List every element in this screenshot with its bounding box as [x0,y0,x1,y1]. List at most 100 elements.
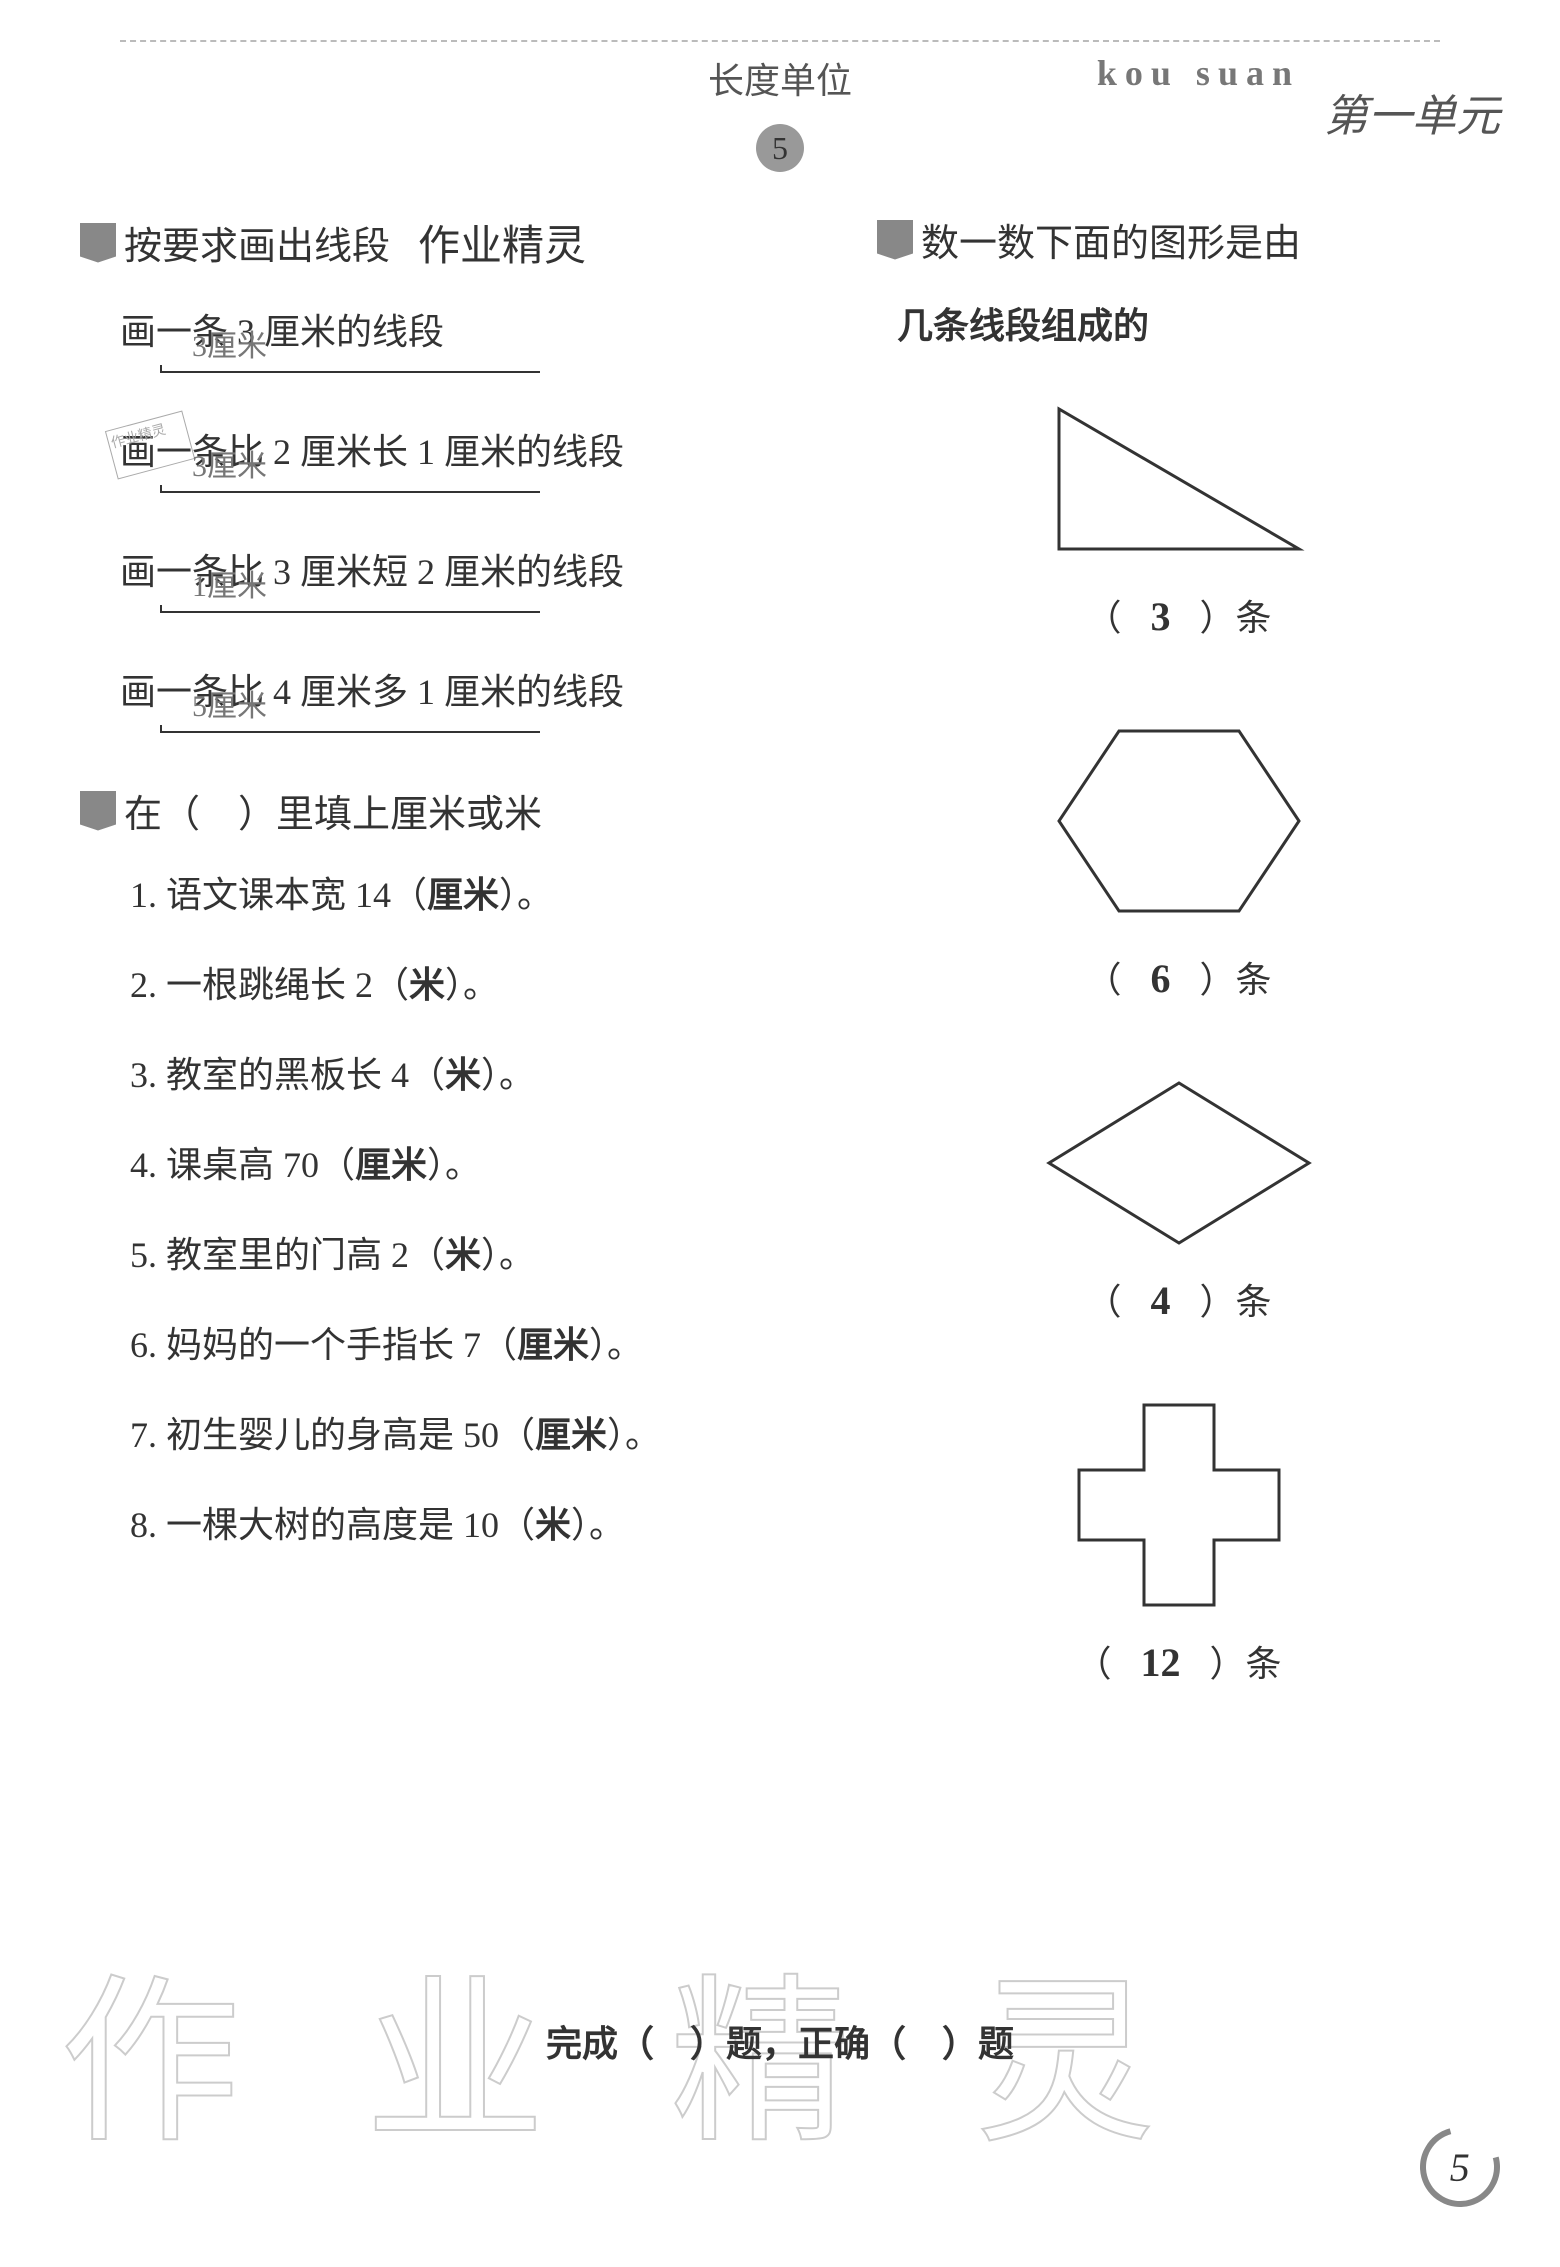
page-number-text: 5 [1450,2144,1470,2191]
item-before: 教室里的门高 2（ [166,1235,445,1275]
fill-item: 4. 课桌高 70（厘米）。 [130,1138,817,1192]
hexagon-icon [1049,711,1309,931]
paren-open: （ [1085,598,1121,638]
answer-num: 6 [1151,956,1171,1001]
footer-text: 完成（ ）题，正确（ ）题 [546,2015,1014,2067]
answer-text: 3厘米 [192,321,267,365]
item-answer: 厘米 [535,1415,607,1455]
item-after: ）。 [481,1235,535,1275]
header-subtitle: kou suan [1097,52,1300,94]
item-before: 初生婴儿的身高是 50（ [166,1415,535,1455]
item-num: 5. [130,1235,157,1275]
answer-text: 5厘米 [192,681,267,725]
footer-after: ）题 [942,2024,1014,2064]
content: 按要求画出线段 作业精灵 画一条 3 厘米的线段 3厘米 作业精灵 画一条比 2… [80,212,1480,1757]
section-a-title: 按要求画出线段 作业精灵 [80,212,817,273]
unit-label: 第一单元 [1324,80,1500,144]
fill-item: 7. 初生婴儿的身高是 50（厘米）。 [130,1408,817,1462]
section-icon [80,791,116,831]
item-answer: 厘米 [427,875,499,915]
item-answer: 厘米 [517,1325,589,1365]
item-before: 妈妈的一个手指长 7（ [166,1325,517,1365]
item-answer: 厘米 [355,1145,427,1185]
fill-item: 1. 语文课本宽 14（厘米）。 [130,868,817,922]
shape-hexagon: （ 6 ）条 [877,711,1480,1003]
answer-num: 3 [1151,594,1171,639]
item-before: 一根跳绳长 2（ [166,965,409,1005]
page-number-bottom: 5 [1405,2112,1514,2221]
paren-close: ）条 [1200,1282,1272,1322]
item-num: 7. [130,1415,157,1455]
problem-3: 画一条比 3 厘米短 2 厘米的线段 1厘米 [80,543,817,613]
problem-text: 画一条比 3 厘米短 2 厘米的线段 [80,543,817,595]
answer-line: 1厘米 [160,605,540,613]
header-title: 长度单位 [708,52,852,104]
problem-text: 画一条 3 厘米的线段 [80,303,817,355]
item-after: ）。 [481,1055,535,1095]
item-after: ）。 [445,965,499,1005]
answer-line: 5厘米 [160,725,540,733]
section-b-title-text: 在（ ）里填上厘米或米 [124,783,542,838]
item-after: ）。 [427,1145,481,1185]
answer-num: 4 [1151,1278,1171,1323]
fill-list: 1. 语文课本宽 14（厘米）。 2. 一根跳绳长 2（米）。 3. 教室的黑板… [80,868,817,1552]
paren-open: （ [1075,1644,1111,1684]
cross-icon [1069,1395,1289,1615]
right-column: 数一数下面的图形是由 几条线段组成的 （ 3 ）条 （ 6 ）条 [877,212,1480,1757]
answer-num: 12 [1141,1640,1181,1685]
shape-answer: （ 6 ）条 [877,951,1480,1003]
paren-close: ）条 [1210,1644,1282,1684]
fill-item: 8. 一棵大树的高度是 10（米）。 [130,1498,817,1552]
footer-mid: ）题，正确（ [690,2024,942,2064]
section-icon [877,220,913,260]
shape-rhombus: （ 4 ）条 [877,1073,1480,1325]
answer-line: 3厘米 [160,485,540,493]
item-answer: 米 [409,965,445,1005]
section-c-title: 数一数下面的图形是由 [877,212,1480,267]
item-before: 语文课本宽 14（ [166,875,427,915]
left-column: 按要求画出线段 作业精灵 画一条 3 厘米的线段 3厘米 作业精灵 画一条比 2… [80,212,817,1757]
paren-open: （ [1085,960,1121,1000]
item-answer: 米 [445,1235,481,1275]
page-badge: 5 [756,124,804,172]
section-c-subtitle: 几条线段组成的 [877,297,1480,349]
shape-answer: （ 12 ）条 [877,1635,1480,1687]
header: 长度单位 kou suan [80,52,1480,104]
item-num: 6. [130,1325,157,1365]
item-after: ）。 [607,1415,661,1455]
item-before: 一棵大树的高度是 10（ [166,1505,535,1545]
fill-item: 2. 一根跳绳长 2（米）。 [130,958,817,1012]
triangle-icon [1039,389,1319,569]
problem-1: 画一条 3 厘米的线段 3厘米 [80,303,817,373]
item-answer: 米 [535,1505,571,1545]
item-after: ）。 [589,1325,643,1365]
item-answer: 米 [445,1055,481,1095]
shape-triangle: （ 3 ）条 [877,389,1480,641]
item-before: 教室的黑板长 4（ [166,1055,445,1095]
item-after: ）。 [571,1505,625,1545]
answer-line: 3厘米 [160,365,540,373]
item-num: 2. [130,965,157,1005]
section-icon [80,223,116,263]
item-num: 3. [130,1055,157,1095]
item-num: 4. [130,1145,157,1185]
item-num: 1. [130,875,157,915]
rhombus-icon [1039,1073,1319,1253]
shape-answer: （ 4 ）条 [877,1273,1480,1325]
item-after: ）。 [499,875,553,915]
problem-text: 画一条比 4 厘米多 1 厘米的线段 [80,663,817,715]
answer-text: 3厘米 [192,441,267,485]
section-b-title: 在（ ）里填上厘米或米 [80,783,817,838]
problem-4: 画一条比 4 厘米多 1 厘米的线段 5厘米 [80,663,817,733]
section-c-title-text: 数一数下面的图形是由 [921,212,1301,267]
section-a-title-text: 按要求画出线段 [124,215,390,270]
item-num: 8. [130,1505,157,1545]
paren-close: ）条 [1200,960,1272,1000]
paren-open: （ [1085,1282,1121,1322]
shape-cross: （ 12 ）条 [877,1395,1480,1687]
header-divider [120,40,1440,42]
paren-close: ）条 [1200,598,1272,638]
shape-answer: （ 3 ）条 [877,589,1480,641]
fill-item: 5. 教室里的门高 2（米）。 [130,1228,817,1282]
answer-text: 1厘米 [192,561,267,605]
